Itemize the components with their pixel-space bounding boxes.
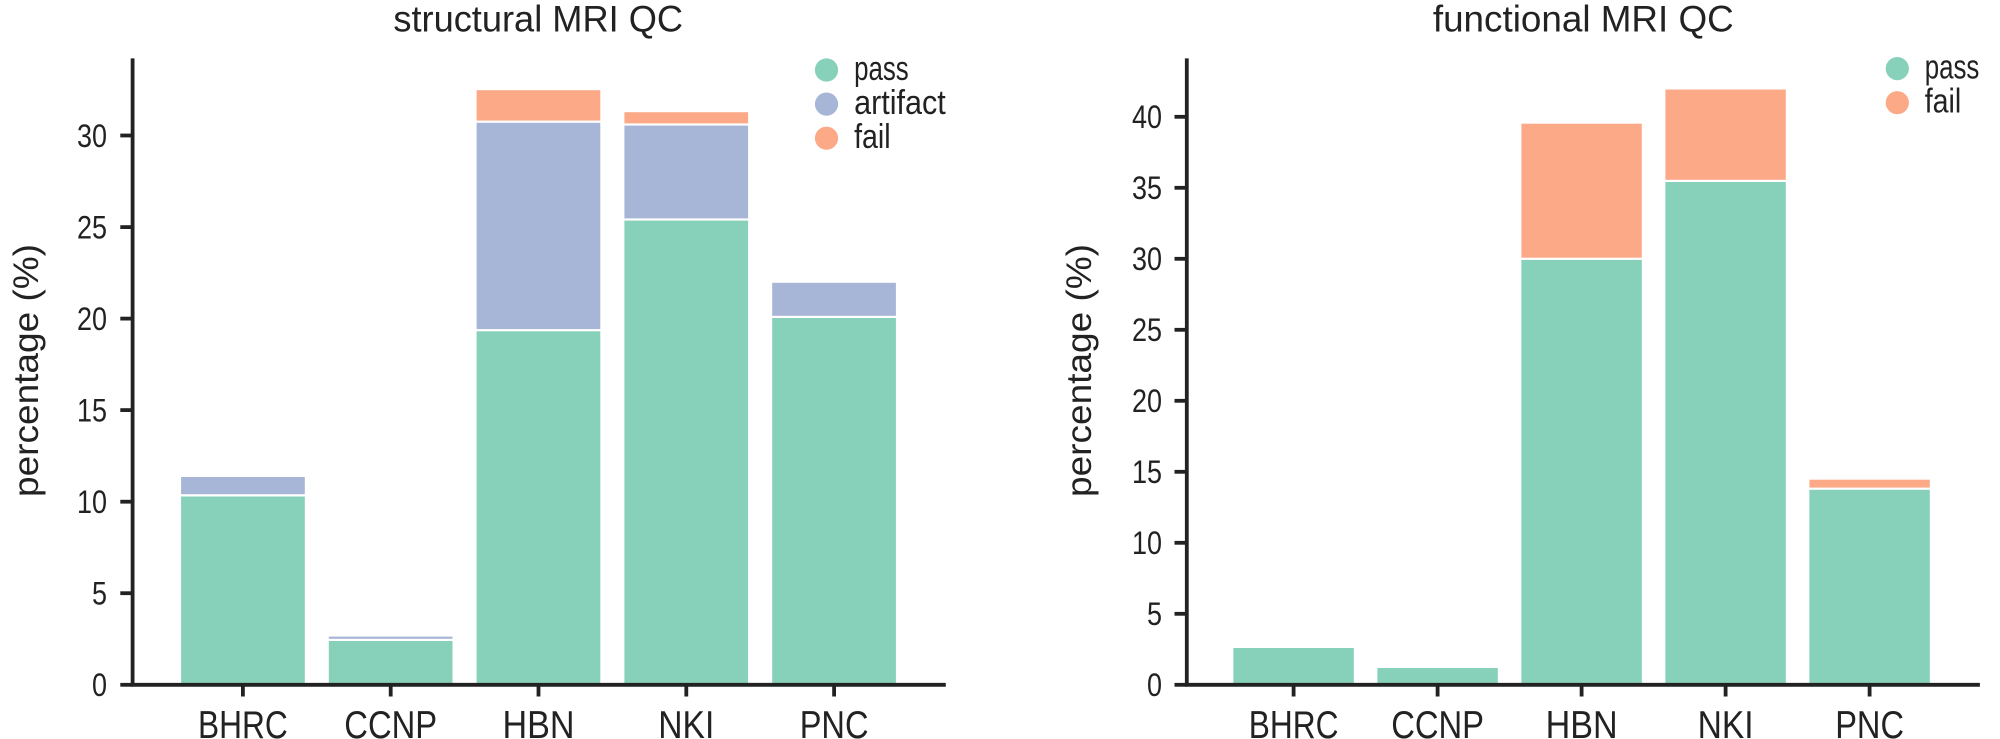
svg-text:pass: pass <box>854 50 909 88</box>
svg-text:25: 25 <box>1132 312 1162 348</box>
svg-text:structural MRI QC: structural MRI QC <box>393 0 683 40</box>
svg-text:15: 15 <box>1132 454 1162 490</box>
svg-text:5: 5 <box>92 576 107 612</box>
svg-text:25: 25 <box>77 210 107 246</box>
svg-text:0: 0 <box>1147 667 1162 703</box>
svg-text:35: 35 <box>1132 170 1162 206</box>
svg-text:HBN: HBN <box>1546 704 1618 739</box>
svg-text:BHRC: BHRC <box>198 704 288 739</box>
svg-text:5: 5 <box>1147 596 1162 632</box>
svg-text:functional MRI QC: functional MRI QC <box>1433 0 1734 40</box>
svg-text:percentage (%): percentage (%) <box>7 244 46 497</box>
svg-text:PNC: PNC <box>800 704 869 739</box>
svg-text:NKI: NKI <box>1698 704 1754 739</box>
svg-text:NKI: NKI <box>658 704 714 739</box>
svg-text:fail: fail <box>1925 83 1962 121</box>
svg-text:CCNP: CCNP <box>344 704 437 739</box>
svg-text:10: 10 <box>1132 525 1162 561</box>
svg-text:30: 30 <box>1132 241 1162 277</box>
svg-text:20: 20 <box>1132 383 1162 419</box>
svg-text:percentage (%): percentage (%) <box>1060 244 1099 497</box>
svg-text:BHRC: BHRC <box>1249 704 1339 739</box>
svg-text:HBN: HBN <box>503 704 575 739</box>
svg-text:pass: pass <box>1925 48 1980 86</box>
svg-text:10: 10 <box>77 484 107 520</box>
svg-text:fail: fail <box>854 118 891 156</box>
svg-text:40: 40 <box>1132 99 1162 135</box>
svg-text:CCNP: CCNP <box>1391 704 1484 739</box>
svg-text:30: 30 <box>77 118 107 154</box>
svg-text:artifact: artifact <box>854 84 946 122</box>
svg-text:PNC: PNC <box>1835 704 1904 739</box>
svg-text:20: 20 <box>77 301 107 337</box>
svg-text:0: 0 <box>92 667 107 703</box>
svg-text:15: 15 <box>77 393 107 429</box>
